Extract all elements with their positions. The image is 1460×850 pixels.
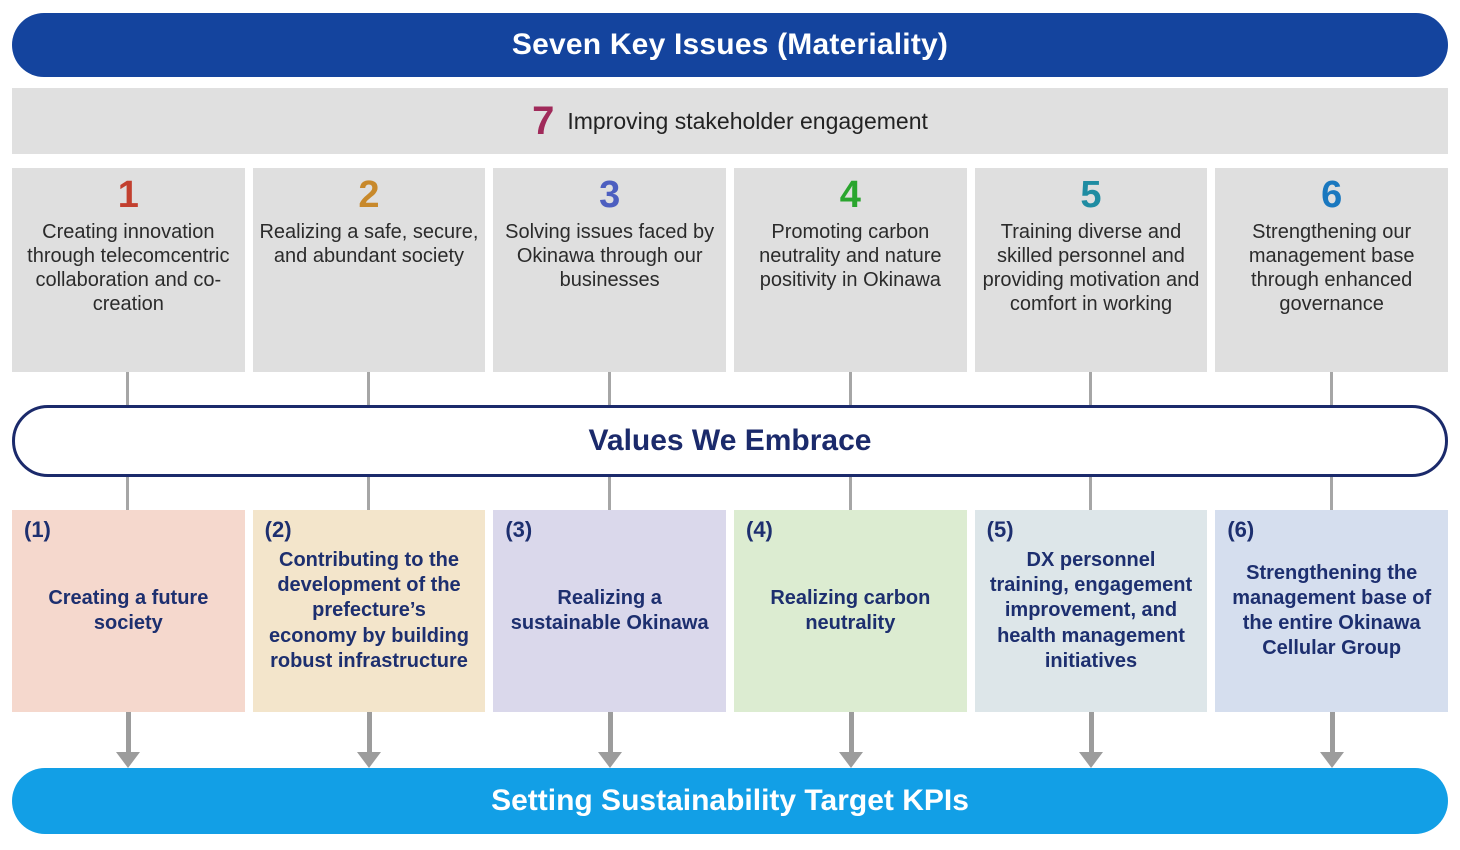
issue-1-text: Creating innovation through telecomcentr…: [27, 220, 230, 315]
value-box-1: (1) Creating a future society: [12, 510, 245, 712]
value-2-number: (2): [264, 517, 292, 542]
value-box-6: (6) Strengthening the management base of…: [1215, 510, 1448, 712]
down-arrow-icon-3: [598, 710, 622, 768]
key-issue-box-5: 5 Training diverse and skilled personnel…: [974, 168, 1208, 372]
seven-key-issues-banner: Seven Key Issues (Materiality): [12, 13, 1448, 77]
value-3-text: Realizing a sustainable Okinawa: [510, 586, 709, 634]
down-arrow-icon-2: [357, 710, 381, 768]
value-1-number: (1): [24, 517, 51, 542]
values-we-embrace-banner: Values We Embrace: [12, 405, 1448, 477]
issue-6-number: 6: [1321, 174, 1343, 216]
value-5-number: (5): [986, 517, 1014, 542]
values-we-embrace-title: Values We Embrace: [588, 424, 872, 457]
value-6-number: (6): [1227, 517, 1255, 542]
value-box-2: (2) Contributing to the development of t…: [252, 510, 486, 712]
kpi-banner-title: Setting Sustainability Target KPIs: [491, 784, 969, 817]
issue-1-number: 1: [117, 174, 139, 216]
issue-3-text: Solving issues faced by Okinawa through …: [505, 220, 715, 291]
value-3-number: (3): [505, 517, 533, 542]
value-box-3: (3) Realizing a sustainable Okinawa: [493, 510, 726, 712]
issue-4-number: 4: [839, 174, 861, 216]
down-arrow-icon-5: [1079, 710, 1103, 768]
stakeholder-engagement-bar: 7 Improving stakeholder engagement: [12, 88, 1448, 154]
value-2-text: Contributing to the development of the p…: [268, 549, 469, 672]
issue-4-text: Promoting carbon neutrality and nature p…: [759, 220, 942, 291]
kpi-banner: Setting Sustainability Target KPIs: [12, 768, 1448, 834]
down-arrow-icon-6: [1320, 710, 1344, 768]
value-box-4: (4) Realizing carbon neutrality: [734, 510, 967, 712]
key-issue-box-2: 2 Realizing a safe, secure, and abundant…: [252, 168, 486, 372]
key-issues-row: 1 Creating innovation through telecomcen…: [12, 168, 1448, 372]
value-5-text: DX personnel training, engagement improv…: [989, 549, 1193, 672]
key-issue-box-1: 1 Creating innovation through telecomcen…: [12, 168, 245, 372]
issue-5-text: Training diverse and skilled personnel a…: [982, 220, 1200, 315]
issue-5-number: 5: [1080, 174, 1102, 216]
issue-3-number: 3: [599, 174, 621, 216]
key-issue-box-6: 6 Strengthening our management base thro…: [1215, 168, 1448, 372]
key-issue-box-4: 4 Promoting carbon neutrality and nature…: [734, 168, 967, 372]
down-arrow-icon-4: [839, 710, 863, 768]
value-box-5: (5) DX personnel training, engagement im…: [974, 510, 1208, 712]
down-arrow-icon-1: [116, 710, 140, 768]
value-1-text: Creating a future society: [48, 586, 209, 634]
seven-key-issues-title: Seven Key Issues (Materiality): [511, 28, 949, 61]
issue-2-text: Realizing a safe, secure, and abundant s…: [259, 220, 479, 267]
values-row: (1) Creating a future society (2) Contri…: [12, 510, 1448, 712]
issue-6-text: Strengthening our management base throug…: [1248, 220, 1415, 315]
value-4-number: (4): [746, 517, 773, 542]
value-4-text: Realizing carbon neutrality: [770, 586, 931, 634]
issue-7-label: Improving stakeholder engagement: [567, 107, 928, 134]
issue-7-number: 7: [532, 99, 555, 143]
value-6-text: Strengthening the management base of the…: [1232, 561, 1432, 660]
issue-2-number: 2: [358, 174, 380, 216]
key-issue-box-3: 3 Solving issues faced by Okinawa throug…: [493, 168, 726, 372]
